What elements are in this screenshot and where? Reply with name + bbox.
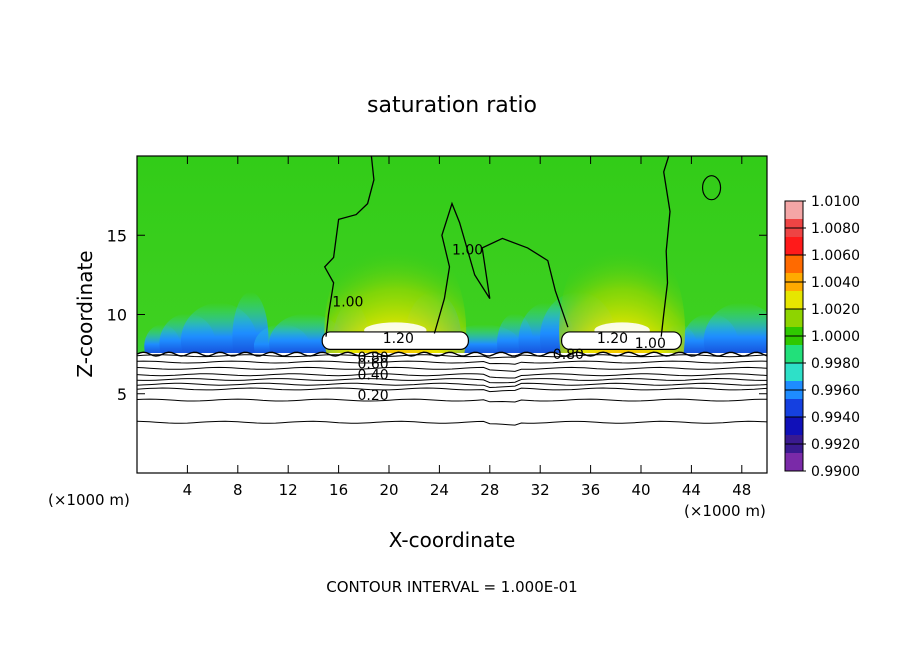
contour-1-00-closed xyxy=(701,175,722,201)
y-tick-label: 15 xyxy=(107,226,127,245)
cloud-base-contour xyxy=(137,351,767,357)
colorbar-swatch xyxy=(785,237,803,256)
contour-1-20 xyxy=(561,331,682,350)
contour-1-20 xyxy=(321,331,469,350)
colorbar-swatch xyxy=(785,363,803,382)
x-unit-left: (×1000 m) xyxy=(48,491,130,509)
contour-line xyxy=(137,398,767,403)
y-axis-label: Z-coordinate xyxy=(73,250,97,377)
below-cloud-region xyxy=(137,353,767,473)
x-tick-label: 44 xyxy=(682,481,701,499)
x-tick-label: 20 xyxy=(379,481,398,499)
colorbar-label: 0.9980 xyxy=(811,356,860,372)
colorbar-swatch xyxy=(785,255,803,274)
contour-1-00 xyxy=(323,156,375,337)
contour-line xyxy=(137,366,767,372)
x-axis-label: X-coordinate xyxy=(389,528,516,552)
contour-1-00 xyxy=(660,156,671,337)
y-tick-label: 5 xyxy=(117,385,127,404)
colorbar-label: 0.9920 xyxy=(811,437,860,453)
contour-line xyxy=(137,377,767,384)
contour-lines xyxy=(137,156,767,426)
colorbar-label: 1.0080 xyxy=(811,221,860,237)
contour-line xyxy=(137,420,767,426)
colorbar-swatch xyxy=(785,291,803,310)
colorbar-label: 1.0020 xyxy=(811,302,860,318)
x-tick-label: 24 xyxy=(430,481,449,499)
contour-line xyxy=(137,360,767,365)
x-tick-label: 8 xyxy=(233,481,243,499)
x-tick-label: 32 xyxy=(531,481,550,499)
contour-label: 0.80 xyxy=(553,347,584,363)
contour-line xyxy=(137,373,767,379)
colorbar-swatch xyxy=(785,453,803,472)
x-unit-right: (×1000 m) xyxy=(684,502,766,520)
colorbar-swatch xyxy=(785,201,803,220)
contour-label: 1.00 xyxy=(452,242,483,258)
chart-title: saturation ratio xyxy=(367,93,537,118)
x-tick-label: 4 xyxy=(183,481,193,499)
x-tick-label: 28 xyxy=(480,481,499,499)
x-axis: 4 8 12 16 20 24 28 32 36 40 44 48 xyxy=(183,156,751,499)
contour-label: 0.60 xyxy=(358,356,389,372)
contour-label: 0.40 xyxy=(358,367,389,383)
contour-line xyxy=(137,387,767,393)
contour-interval-note: CONTOUR INTERVAL = 1.000E-01 xyxy=(326,578,577,596)
x-tick-label: 12 xyxy=(279,481,298,499)
contour-labels: 1.200.800.600.400.201.001.001.20 1.000.80 xyxy=(332,242,666,404)
x-tick-label: 36 xyxy=(581,481,600,499)
x-tick-label: 40 xyxy=(631,481,650,499)
contour-label: 0.20 xyxy=(358,388,389,404)
y-axis: 5 10 15 xyxy=(107,226,767,404)
x-tick-label: 48 xyxy=(732,481,751,499)
colorbar-label: 0.9940 xyxy=(811,410,860,426)
contour-label: 1.00 xyxy=(635,336,666,352)
colorbar-swatch xyxy=(785,417,803,436)
colorbar-label: 0.9960 xyxy=(811,383,860,399)
colorbar: 1.0100 1.0080 1.0060 1.0040 1.0020 1.0000 0.99… xyxy=(784,194,860,480)
contour-1-00 xyxy=(433,201,569,334)
contour-label: 1.20 xyxy=(383,331,414,347)
contour-line xyxy=(137,354,767,359)
colorbar-label: 1.0000 xyxy=(811,329,860,345)
contour-label: 0.80 xyxy=(358,350,389,366)
colorbar-label: 1.0040 xyxy=(811,275,860,291)
contour-label: 1.20 xyxy=(597,331,628,347)
colorbar-label: 0.9900 xyxy=(811,464,860,480)
colorbar-swatch xyxy=(785,309,803,328)
y-tick-label: 10 xyxy=(107,306,127,325)
x-tick-label: 16 xyxy=(329,481,348,499)
contour-line xyxy=(137,382,767,389)
colorbar-label: 1.0100 xyxy=(811,194,860,210)
colorbar-label: 1.0060 xyxy=(811,248,860,264)
colorbar-swatch xyxy=(785,399,803,418)
contour-label: 1.00 xyxy=(332,295,363,311)
plot-area: 1.200.800.600.400.201.001.001.20 1.000.80 xyxy=(137,156,767,473)
colorbar-swatch xyxy=(785,345,803,364)
